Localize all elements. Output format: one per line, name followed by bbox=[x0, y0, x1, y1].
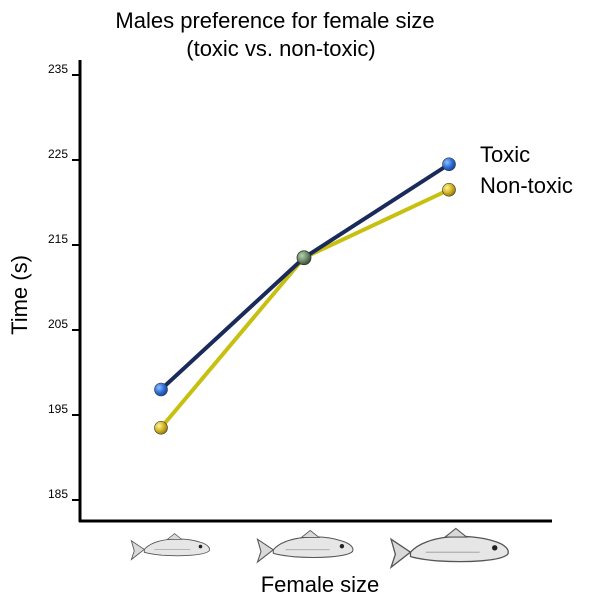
x-axis-label: Female size bbox=[261, 572, 380, 597]
y-tick-label: 205 bbox=[48, 317, 68, 331]
legend-label-non-toxic: Non-toxic bbox=[480, 173, 573, 198]
axes bbox=[78, 60, 552, 523]
y-tick-label: 185 bbox=[48, 487, 68, 501]
legend-label-toxic: Toxic bbox=[480, 142, 530, 167]
y-tick-label: 225 bbox=[48, 147, 68, 161]
data-point-non-toxic bbox=[442, 182, 456, 197]
y-tick-label: 235 bbox=[48, 62, 68, 76]
data-point-non-toxic bbox=[154, 420, 168, 435]
series-line-non-toxic bbox=[159, 187, 451, 430]
data-point-toxic bbox=[442, 157, 456, 172]
data-point-overlap bbox=[296, 250, 312, 266]
series-line-toxic bbox=[159, 162, 451, 392]
data-point-toxic bbox=[154, 382, 168, 397]
chart-subtitle: (toxic vs. non-toxic) bbox=[186, 36, 376, 61]
large-female-fish-icon bbox=[389, 527, 509, 570]
y-ticks: 185 195 205 215 225 235 bbox=[48, 62, 80, 501]
y-tick-label: 195 bbox=[48, 402, 68, 416]
small-female-fish-icon bbox=[130, 533, 210, 561]
y-axis-label: Time (s) bbox=[7, 255, 32, 335]
chart-title: Males preference for female size bbox=[115, 8, 434, 33]
legend: Toxic Non-toxic bbox=[480, 142, 573, 198]
series-layer bbox=[154, 157, 456, 435]
x-category-icons bbox=[130, 527, 509, 570]
medium-female-fish-icon bbox=[256, 529, 354, 564]
y-tick-label: 215 bbox=[48, 232, 68, 246]
